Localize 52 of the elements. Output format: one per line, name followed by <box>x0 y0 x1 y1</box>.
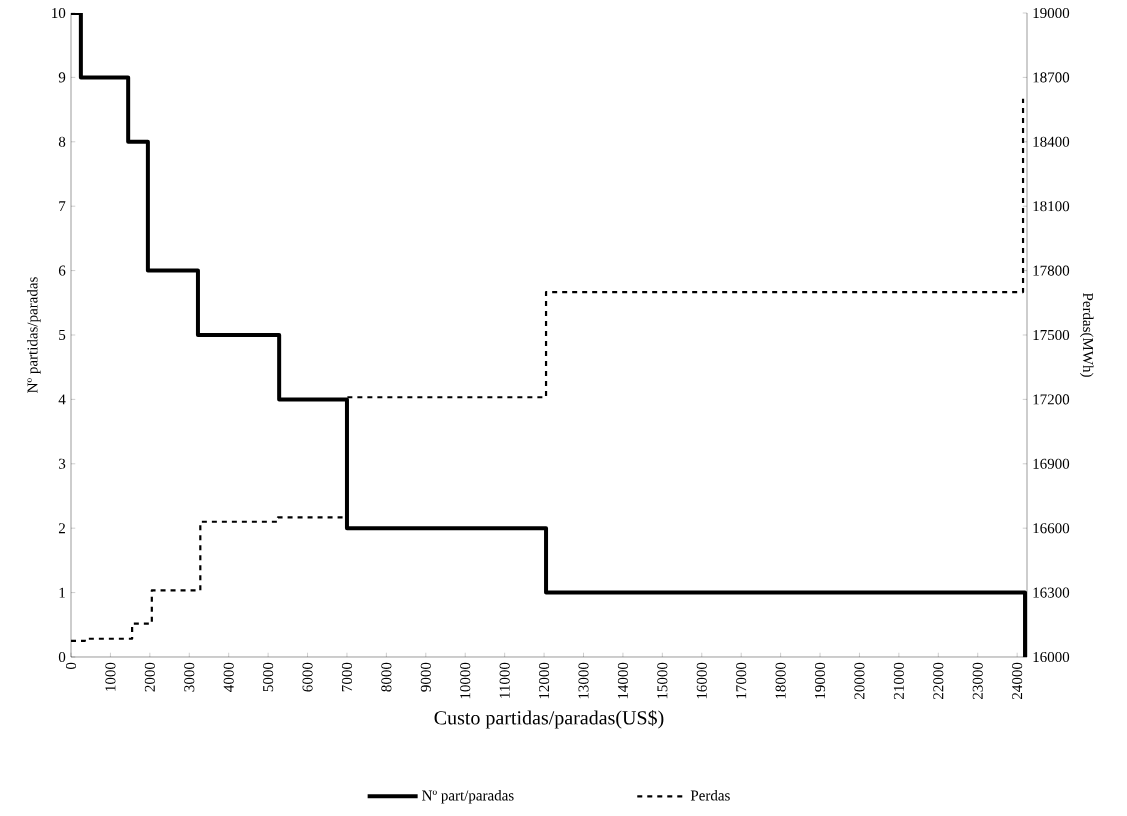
y-tick-label: 4 <box>58 394 66 405</box>
x-tick-label: 14000 <box>617 662 628 699</box>
y-tick-label: 5 <box>59 330 66 340</box>
y2-tick-label: 18700 <box>1033 72 1070 83</box>
x-tick-label: 22000 <box>933 662 944 700</box>
x-tick-label: 11000 <box>499 662 510 698</box>
x-tick-label: 24000 <box>1012 662 1023 700</box>
legend-label: Perdas <box>690 789 730 801</box>
x-tick-label: 2000 <box>144 662 155 692</box>
x-tick-label: 12000 <box>539 662 550 699</box>
x-tick-label: 10000 <box>460 662 471 699</box>
y2-tick-label: 18400 <box>1033 136 1070 147</box>
y-tick-label: 1 <box>59 587 65 598</box>
x-tick-label: 8000 <box>381 662 392 692</box>
x-axis-title: Custo partidas/paradas(US$) <box>434 709 664 729</box>
x-tick-label: 7000 <box>341 662 353 692</box>
y-tick-label: 6 <box>58 265 66 276</box>
y-tick-label: 10 <box>52 7 66 19</box>
y2-tick-label: 17800 <box>1033 265 1070 276</box>
x-tick-label: 3000 <box>184 662 195 692</box>
y-tick-label: 3 <box>59 458 66 469</box>
x-tick-label: 17000 <box>736 662 747 699</box>
y-tick-label: 7 <box>59 201 66 212</box>
y-tick-label: 8 <box>58 136 66 147</box>
x-tick-label: 4000 <box>223 662 234 692</box>
x-tick-label: 19000 <box>814 662 826 699</box>
x-tick-label: 6000 <box>302 662 313 692</box>
y2-tick-label: 17200 <box>1033 394 1070 405</box>
y2-axis-title: Perdas(MWh) <box>1079 292 1094 377</box>
x-tick-label: 15000 <box>657 662 668 699</box>
y-tick-label: 0 <box>58 651 66 663</box>
y2-tick-label: 17500 <box>1033 329 1070 341</box>
x-tick-label: 16000 <box>696 662 707 699</box>
x-tick-label: 5000 <box>263 662 274 692</box>
x-tick-label: 18000 <box>775 662 786 699</box>
y2-tick-label: 18100 <box>1033 201 1070 212</box>
x-tick-label: 0 <box>65 662 77 670</box>
x-tick-label: 9000 <box>420 662 431 692</box>
legend-label: Nº part/paradas <box>422 789 514 804</box>
y2-tick-label: 16900 <box>1033 458 1070 469</box>
x-tick-label: 1000 <box>105 662 116 691</box>
y-axis-title: Nº partidas/paradas <box>27 277 41 393</box>
x-tick-label: 21000 <box>893 662 904 700</box>
x-tick-label: 23000 <box>972 662 983 700</box>
y-tick-label: 9 <box>58 72 66 83</box>
y2-tick-label: 16300 <box>1033 587 1070 598</box>
y-tick-label: 2 <box>58 523 65 534</box>
x-tick-label: 20000 <box>854 662 865 700</box>
x-tick-label: 13000 <box>578 662 589 699</box>
y2-tick-label: 19000 <box>1033 7 1070 19</box>
y2-tick-label: 16000 <box>1033 651 1070 663</box>
y2-tick-label: 16600 <box>1033 523 1070 534</box>
